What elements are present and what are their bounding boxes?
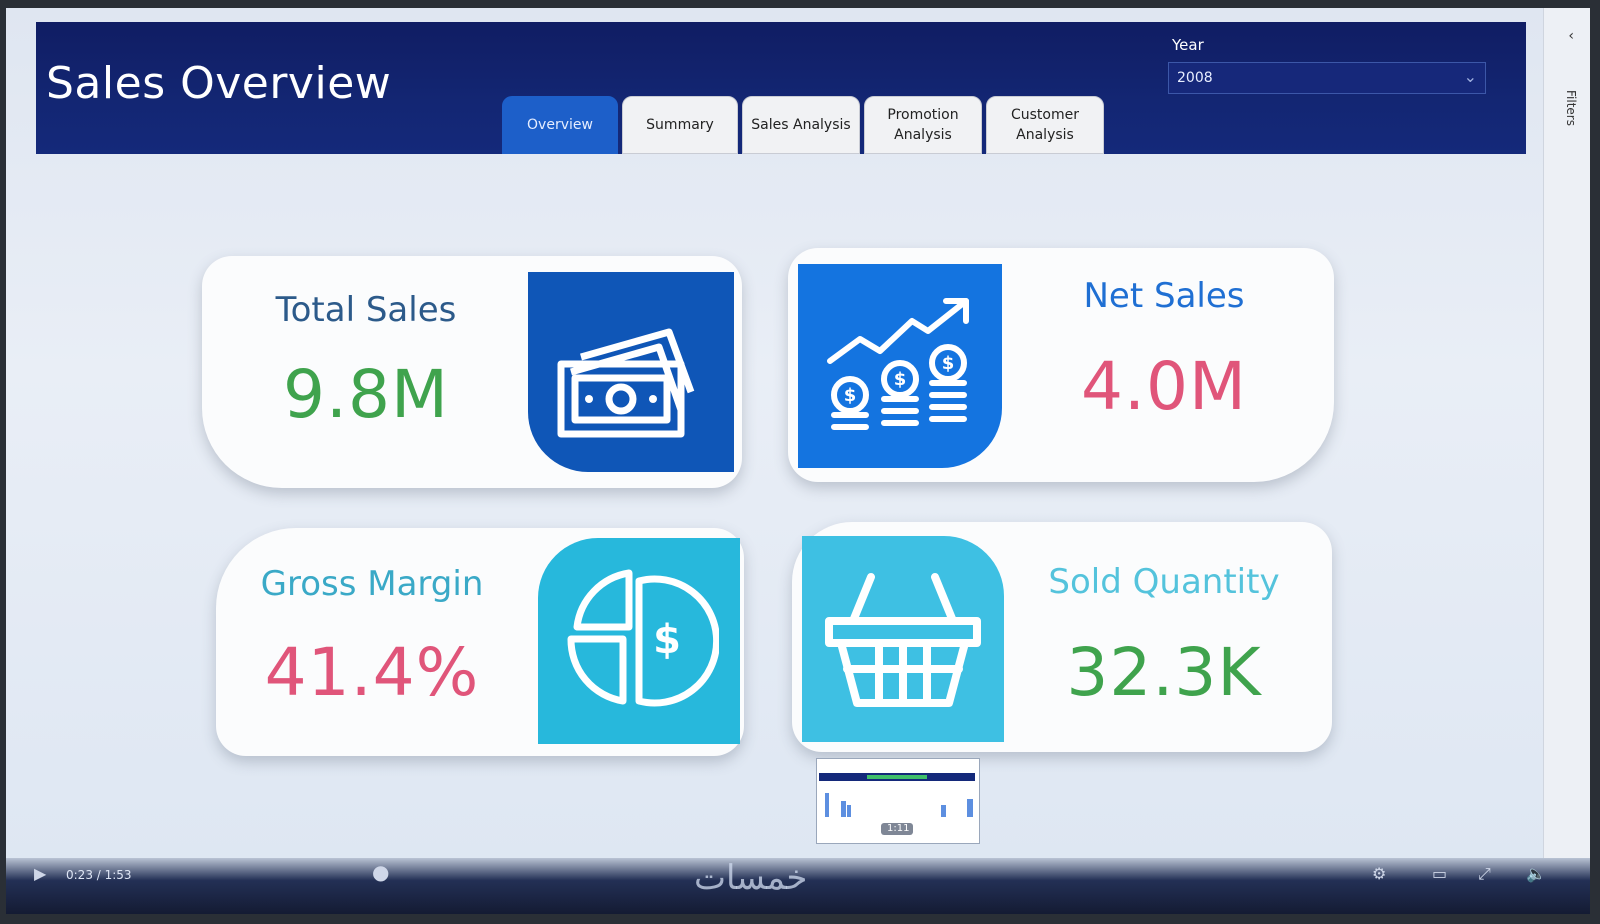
playback-time: 0:23 / 1:53 bbox=[66, 868, 132, 882]
filters-pane[interactable]: ‹ Filters bbox=[1543, 8, 1590, 898]
kpi-value: 41.4% bbox=[264, 634, 480, 711]
kpi-title: Sold Quantity bbox=[1048, 562, 1280, 602]
year-dropdown[interactable]: 2008 ⌄ bbox=[1168, 62, 1486, 94]
tab-overview[interactable]: Overview bbox=[502, 96, 618, 154]
play-icon[interactable]: ▶ bbox=[34, 864, 47, 883]
pie-dollar-icon: $ bbox=[538, 538, 740, 744]
basket-icon bbox=[802, 536, 1004, 742]
kpi-card-net-sales: $ $ $ Net Sales 4.0M bbox=[788, 248, 1334, 482]
svg-text:$: $ bbox=[942, 353, 955, 374]
fullscreen-icon[interactable]: ⤢ bbox=[1478, 864, 1491, 883]
pie-dollar-icon-graphic: $ bbox=[567, 569, 719, 707]
kpi-card-sold-quantity: Sold Quantity 32.3K bbox=[792, 522, 1332, 752]
kpi-value: 32.3K bbox=[1066, 634, 1262, 711]
video-preview-thumbnail: 1:11 bbox=[816, 758, 980, 844]
kpi-value: 9.8M bbox=[283, 356, 449, 433]
svg-text:$: $ bbox=[844, 385, 857, 406]
kpi-value: 4.0M bbox=[1081, 348, 1247, 425]
money-icon bbox=[528, 272, 734, 472]
volume-icon[interactable]: 🔈 bbox=[1526, 864, 1546, 883]
chevron-down-icon: ⌄ bbox=[1463, 67, 1477, 86]
kpi-card-total-sales: Total Sales 9.8M bbox=[202, 256, 742, 488]
tab-promotion-analysis[interactable]: Promotion Analysis bbox=[864, 96, 982, 154]
year-dropdown-value: 2008 bbox=[1177, 70, 1213, 86]
report-header: Sales Overview Overview Summary Sales An… bbox=[36, 22, 1526, 154]
kpi-title: Net Sales bbox=[1083, 276, 1245, 316]
tab-summary[interactable]: Summary bbox=[622, 96, 738, 154]
svg-text:$: $ bbox=[653, 617, 681, 663]
filters-pane-label: Filters bbox=[1564, 90, 1578, 126]
year-filter-label: Year bbox=[1172, 36, 1204, 54]
watermark-logo: خمسات bbox=[694, 858, 808, 898]
money-icon-graphic bbox=[557, 328, 695, 438]
svg-text:$: $ bbox=[894, 369, 907, 390]
gear-icon[interactable]: ⚙ bbox=[1372, 864, 1387, 883]
growth-coins-icon-graphic: $ $ $ bbox=[827, 298, 969, 430]
kpi-card-gross-margin: Gross Margin 41.4% $ bbox=[216, 528, 744, 756]
seek-handle[interactable]: ● bbox=[372, 860, 390, 884]
basket-icon-graphic bbox=[825, 573, 981, 707]
chevron-left-icon[interactable]: ‹ bbox=[1568, 28, 1574, 44]
tab-customer-analysis[interactable]: Customer Analysis bbox=[986, 96, 1104, 154]
video-control-bar: ▶ 0:23 / 1:53 ● خمسات ⚙ ▭ ⤢ 🔈 bbox=[6, 858, 1590, 914]
preview-time: 1:11 bbox=[887, 823, 910, 834]
page-title: Sales Overview bbox=[46, 58, 392, 109]
miniplayer-icon[interactable]: ▭ bbox=[1432, 864, 1448, 883]
kpi-title: Gross Margin bbox=[260, 564, 484, 604]
tab-sales-analysis[interactable]: Sales Analysis bbox=[742, 96, 860, 154]
growth-coins-icon: $ $ $ bbox=[798, 264, 1002, 468]
preview-mini-report bbox=[819, 773, 975, 835]
report-screen: Sales Overview Overview Summary Sales An… bbox=[6, 8, 1590, 914]
kpi-title: Total Sales bbox=[275, 290, 457, 330]
